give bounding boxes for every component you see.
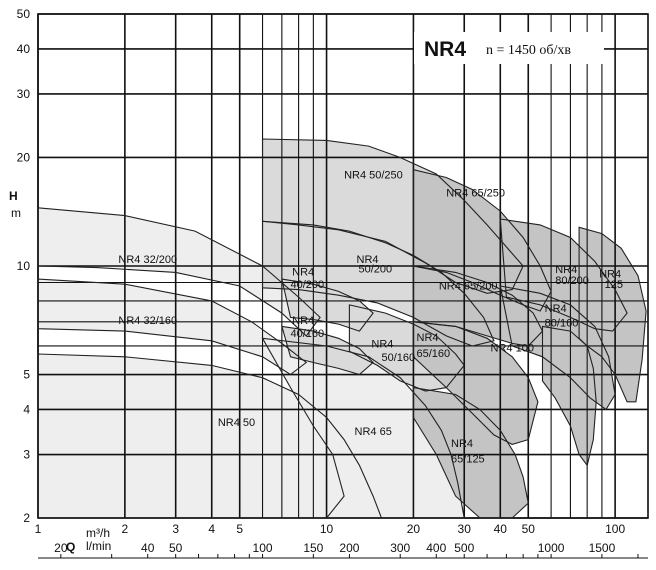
x-axis-ticks: 1 2 3 4 5 10 20 30 40 50 100 20 40 50 100 150 200 300 400 5…: [35, 522, 648, 559]
y-tick-2: 2: [23, 511, 30, 525]
series-label-13: NR4 65/250: [446, 187, 505, 199]
x-tick-lmin-100: 100: [253, 541, 273, 555]
x-tick-m3h-30: 30: [458, 522, 472, 536]
title-box: NR4 n = 1450 об/хв: [414, 32, 604, 64]
x-tick-m3h-40: 40: [494, 522, 508, 536]
title-background: [414, 32, 604, 64]
curve-nr4-40-160: [281, 325, 374, 376]
curve-nr4-65: [261, 337, 465, 519]
x-tick-lmin-400: 400: [426, 541, 446, 555]
y-tick-40: 40: [17, 42, 31, 56]
x-tick-lmin-200: 200: [339, 541, 359, 555]
curve-nr4-32-160: [37, 278, 308, 376]
x-tick-lmin-500: 500: [454, 541, 474, 555]
region-nr4-125: [579, 227, 647, 402]
series-label-5: 40/200: [291, 279, 325, 291]
y-axis-label-h: H: [9, 189, 18, 203]
curve-nr4-65-250: [412, 169, 552, 312]
y-tick-3: 3: [23, 448, 30, 462]
curve-nr4-125: [578, 226, 647, 403]
series-label-21: NR4: [545, 303, 567, 315]
x-tick-m3h-10: 10: [320, 522, 334, 536]
y-axis-label-m: m: [11, 206, 21, 220]
y-tick-10: 10: [17, 259, 31, 273]
series-label-8: NR4 50/250: [344, 169, 403, 181]
x-tick-lmin-50: 50: [169, 541, 183, 555]
y-tick-50: 50: [17, 7, 31, 21]
region-nr4-32-200: [38, 207, 321, 336]
series-label-2: NR4 50: [218, 417, 255, 429]
curve-regions: [38, 139, 647, 518]
region-nr4-40-160: [281, 326, 374, 375]
curve-outlines: [37, 138, 647, 519]
x-tick-m3h-50: 50: [522, 522, 536, 536]
series-label-1: NR4 32/160: [118, 315, 177, 327]
y-tick-4: 4: [23, 402, 30, 416]
series-label-9: NR4: [357, 254, 379, 266]
curve-nr4-50: [37, 353, 383, 519]
y-tick-30: 30: [17, 87, 31, 101]
series-label-19: NR4: [555, 264, 577, 276]
x-minor-ticks: [38, 554, 648, 559]
series-label-4: NR4: [292, 267, 314, 279]
x-tick-m3h-1: 1: [35, 522, 42, 536]
series-label-17: NR4: [451, 438, 473, 450]
x-tick-m3h-4: 4: [208, 522, 215, 536]
y-tick-20: 20: [17, 150, 31, 164]
region-nr4-100: [542, 326, 597, 466]
curve-nr4-50-250: [261, 138, 524, 294]
curve-nr4-40-200: [281, 278, 374, 332]
axis-labels: H m Q m³/h l/min: [9, 189, 111, 554]
series-label-20: 80/200: [555, 275, 589, 287]
x-tick-m3h-2: 2: [122, 522, 129, 536]
series-label-7: 40/160: [291, 328, 325, 340]
series-label-3: NR4 65: [355, 426, 392, 438]
x-tick-lmin-40: 40: [141, 541, 155, 555]
series-label-16: 65/160: [417, 348, 451, 360]
x-axis-unit-m3h: m³/h: [86, 526, 110, 540]
curve-nr4-50-200: [261, 220, 495, 347]
series-label-23: NR4 100: [491, 342, 534, 354]
x-tick-lmin-300: 300: [390, 541, 410, 555]
series-label-14: NR4 65/200: [439, 281, 498, 293]
chart-title: NR4: [424, 38, 466, 61]
x-tick-lmin-150: 150: [303, 541, 323, 555]
x-tick-lmin-20: 20: [54, 541, 68, 555]
curve-nr4-65-125: [412, 386, 529, 519]
chart-subtitle: n = 1450 об/хв: [486, 43, 571, 58]
x-tick-lmin-1000: 1000: [538, 541, 565, 555]
series-label-12: 50/160: [381, 352, 415, 364]
y-tick-5: 5: [23, 368, 30, 382]
x-axis-unit-lmin: l/min: [86, 539, 111, 553]
curve-nr4-65-160: [412, 321, 539, 445]
series-label-10: 50/200: [358, 263, 392, 275]
series-label-24: NR4: [599, 268, 621, 280]
y-axis-ticks: 2 3 4 5 10 20 30 40 50: [17, 7, 31, 525]
x-tick-lmin-1500: 1500: [589, 541, 616, 555]
curve-nr4-50-160: [348, 304, 465, 392]
series-label-18: 65/125: [451, 454, 485, 466]
curve-nr4-80-200: [499, 218, 628, 332]
series-label-6: NR4: [292, 315, 314, 327]
curve-nr4-32-200: [37, 207, 321, 337]
series-label-15: NR4: [417, 332, 439, 344]
x-tick-m3h-20: 20: [407, 522, 421, 536]
x-tick-m3h-100: 100: [605, 522, 625, 536]
x-axis-label-q: Q: [66, 540, 75, 554]
region-nr4-32-160: [38, 279, 307, 375]
series-label-22: 80/160: [545, 317, 579, 329]
x-tick-m3h-5: 5: [236, 522, 243, 536]
series-label-0: NR4 32/200: [118, 254, 177, 266]
series-label-25: 125: [605, 279, 623, 291]
curve-nr4-80-160: [499, 285, 616, 411]
x-tick-m3h-3: 3: [172, 522, 179, 536]
grid-lines: [37, 13, 649, 519]
series-label-11: NR4: [371, 338, 393, 350]
region-nr4-65-160: [413, 321, 538, 445]
